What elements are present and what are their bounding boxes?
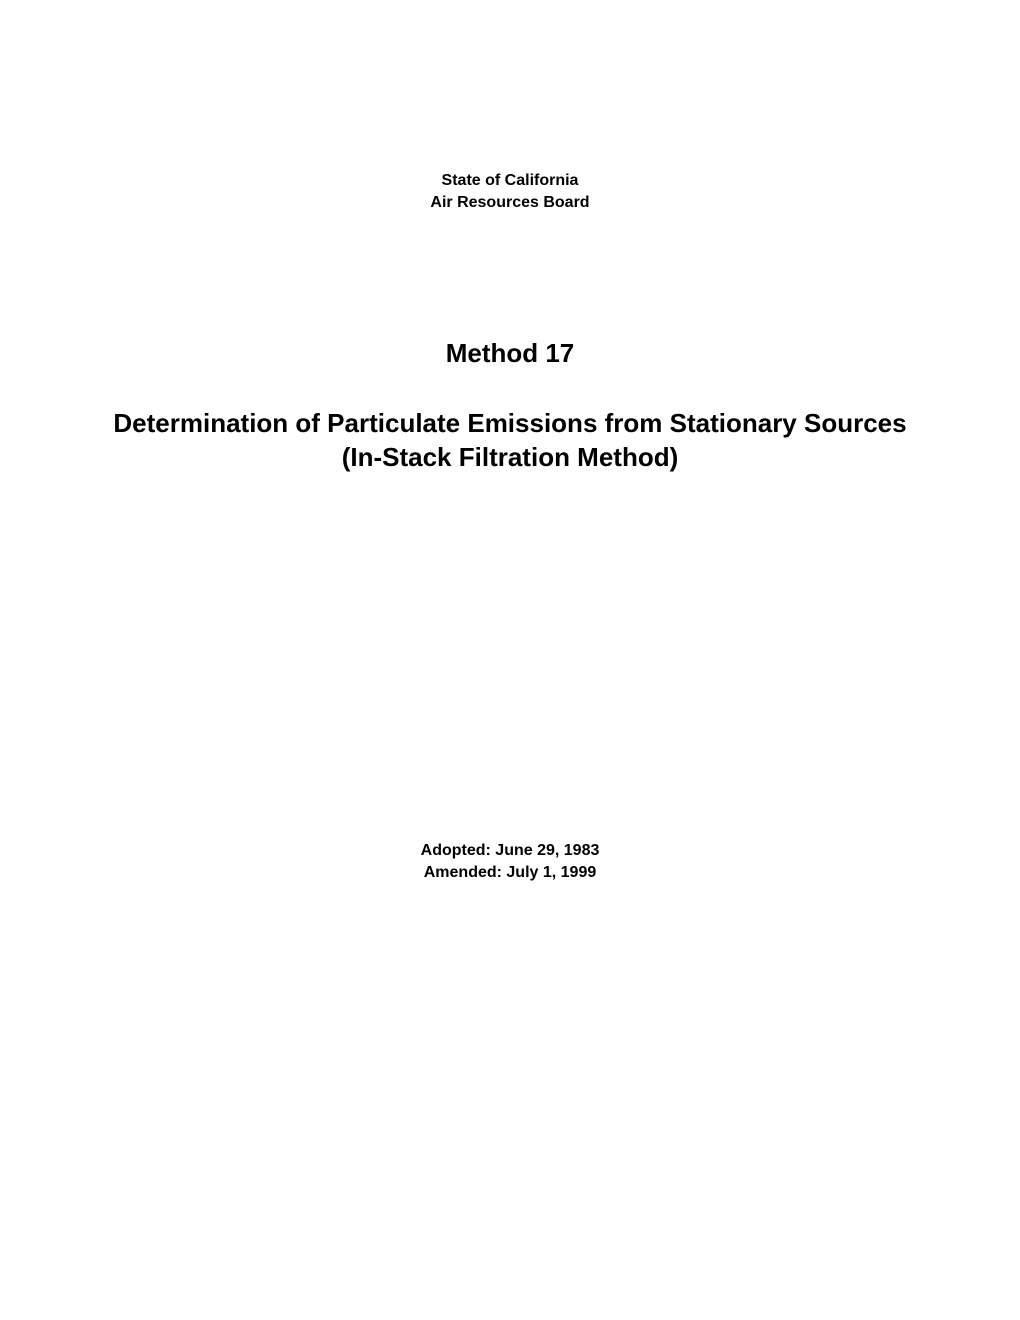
method-number: Method 17 (0, 338, 1020, 369)
document-dates: Adopted: June 29, 1983 Amended: July 1, … (0, 840, 1020, 885)
amended-date: Amended: July 1, 1999 (0, 862, 1020, 884)
agency-line: Air Resources Board (0, 192, 1020, 214)
method-title: Determination of Particulate Emissions f… (0, 407, 1020, 475)
document-header: State of California Air Resources Board (0, 170, 1020, 215)
document-title-block: Method 17 Determination of Particulate E… (0, 338, 1020, 475)
adopted-date: Adopted: June 29, 1983 (0, 840, 1020, 862)
state-line: State of California (0, 170, 1020, 192)
